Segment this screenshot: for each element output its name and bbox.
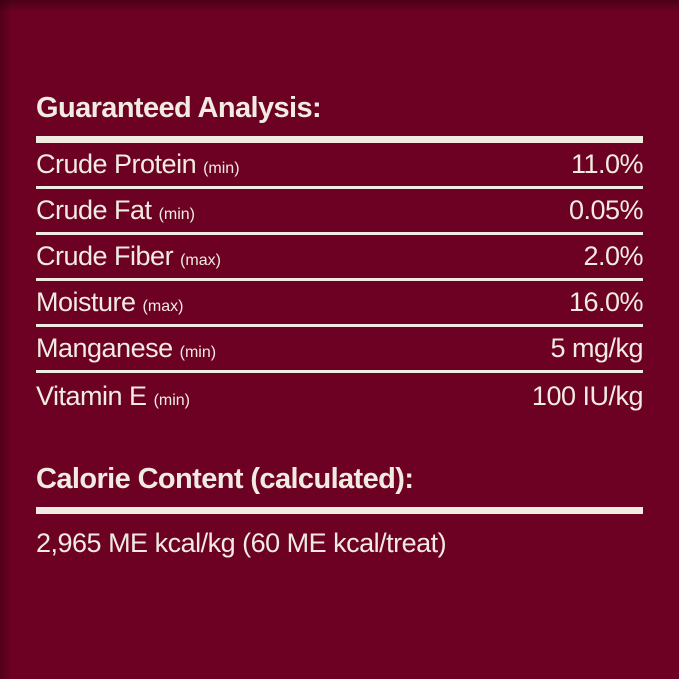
calorie-content-title: Calorie Content (calculated):	[36, 463, 414, 495]
analysis-row-crude-fat: Crude Fat (min) 0.05%	[36, 189, 644, 235]
analysis-row-value: 11.0%	[570, 149, 644, 179]
analysis-row-value: 5 mg/kg	[550, 333, 643, 363]
row-label-group: Crude Fiber (max)	[36, 241, 221, 272]
analysis-row-qualifier: (min)	[153, 391, 190, 409]
analysis-row-value: 0.05%	[568, 195, 644, 225]
analysis-row-label: Vitamin E	[36, 380, 147, 411]
analysis-row-qualifier: (min)	[158, 206, 195, 223]
analysis-row-crude-fiber: Crude Fiber (max) 2.0%	[36, 235, 643, 281]
analysis-row-qualifier: (max)	[142, 298, 184, 315]
analysis-row-vitamin-e: Vitamin E (min) 100 IU/kg	[36, 373, 644, 419]
thick-divider	[36, 507, 643, 514]
analysis-row-value: 16.0%	[568, 287, 644, 317]
nutrition-label: Guaranteed Analysis: Crude Protein (min)…	[36, 92, 644, 557]
analysis-row-value: 100 IU/kg	[531, 380, 644, 411]
analysis-row-label: Crude Protein	[36, 149, 197, 179]
analysis-row-qualifier: (min)	[179, 344, 217, 361]
row-label-group: Manganese (min)	[36, 333, 216, 364]
analysis-row-label: Crude Fiber	[36, 241, 174, 271]
guaranteed-analysis-section: Guaranteed Analysis: Crude Protein (min)…	[36, 92, 644, 419]
row-label-group: Crude Fat (min)	[36, 195, 195, 226]
guaranteed-analysis-title: Guaranteed Analysis:	[36, 92, 322, 124]
calorie-content-value: 2,965 ME kcal/kg (60 ME kcal/treat)	[36, 528, 447, 558]
row-label-group: Vitamin E (min)	[36, 381, 190, 412]
analysis-row-label: Moisture	[36, 287, 136, 317]
analysis-row-value: 2.0%	[583, 241, 643, 271]
analysis-row-label: Manganese	[36, 333, 173, 363]
analysis-row-qualifier: (min)	[203, 160, 240, 177]
thick-divider	[36, 136, 643, 143]
analysis-row-label: Crude Fat	[36, 195, 152, 225]
analysis-row-moisture: Moisture (max) 16.0%	[36, 281, 644, 327]
analysis-row-crude-protein: Crude Protein (min) 11.0%	[36, 143, 644, 189]
analysis-row-manganese: Manganese (min) 5 mg/kg	[36, 327, 643, 373]
analysis-table: Crude Protein (min) 11.0% Crude Fat (min…	[36, 143, 644, 419]
analysis-row-qualifier: (max)	[180, 252, 221, 269]
row-label-group: Crude Protein (min)	[36, 149, 240, 180]
row-label-group: Moisture (max)	[36, 287, 183, 318]
calorie-content-section: Calorie Content (calculated): 2,965 ME k…	[36, 465, 643, 557]
